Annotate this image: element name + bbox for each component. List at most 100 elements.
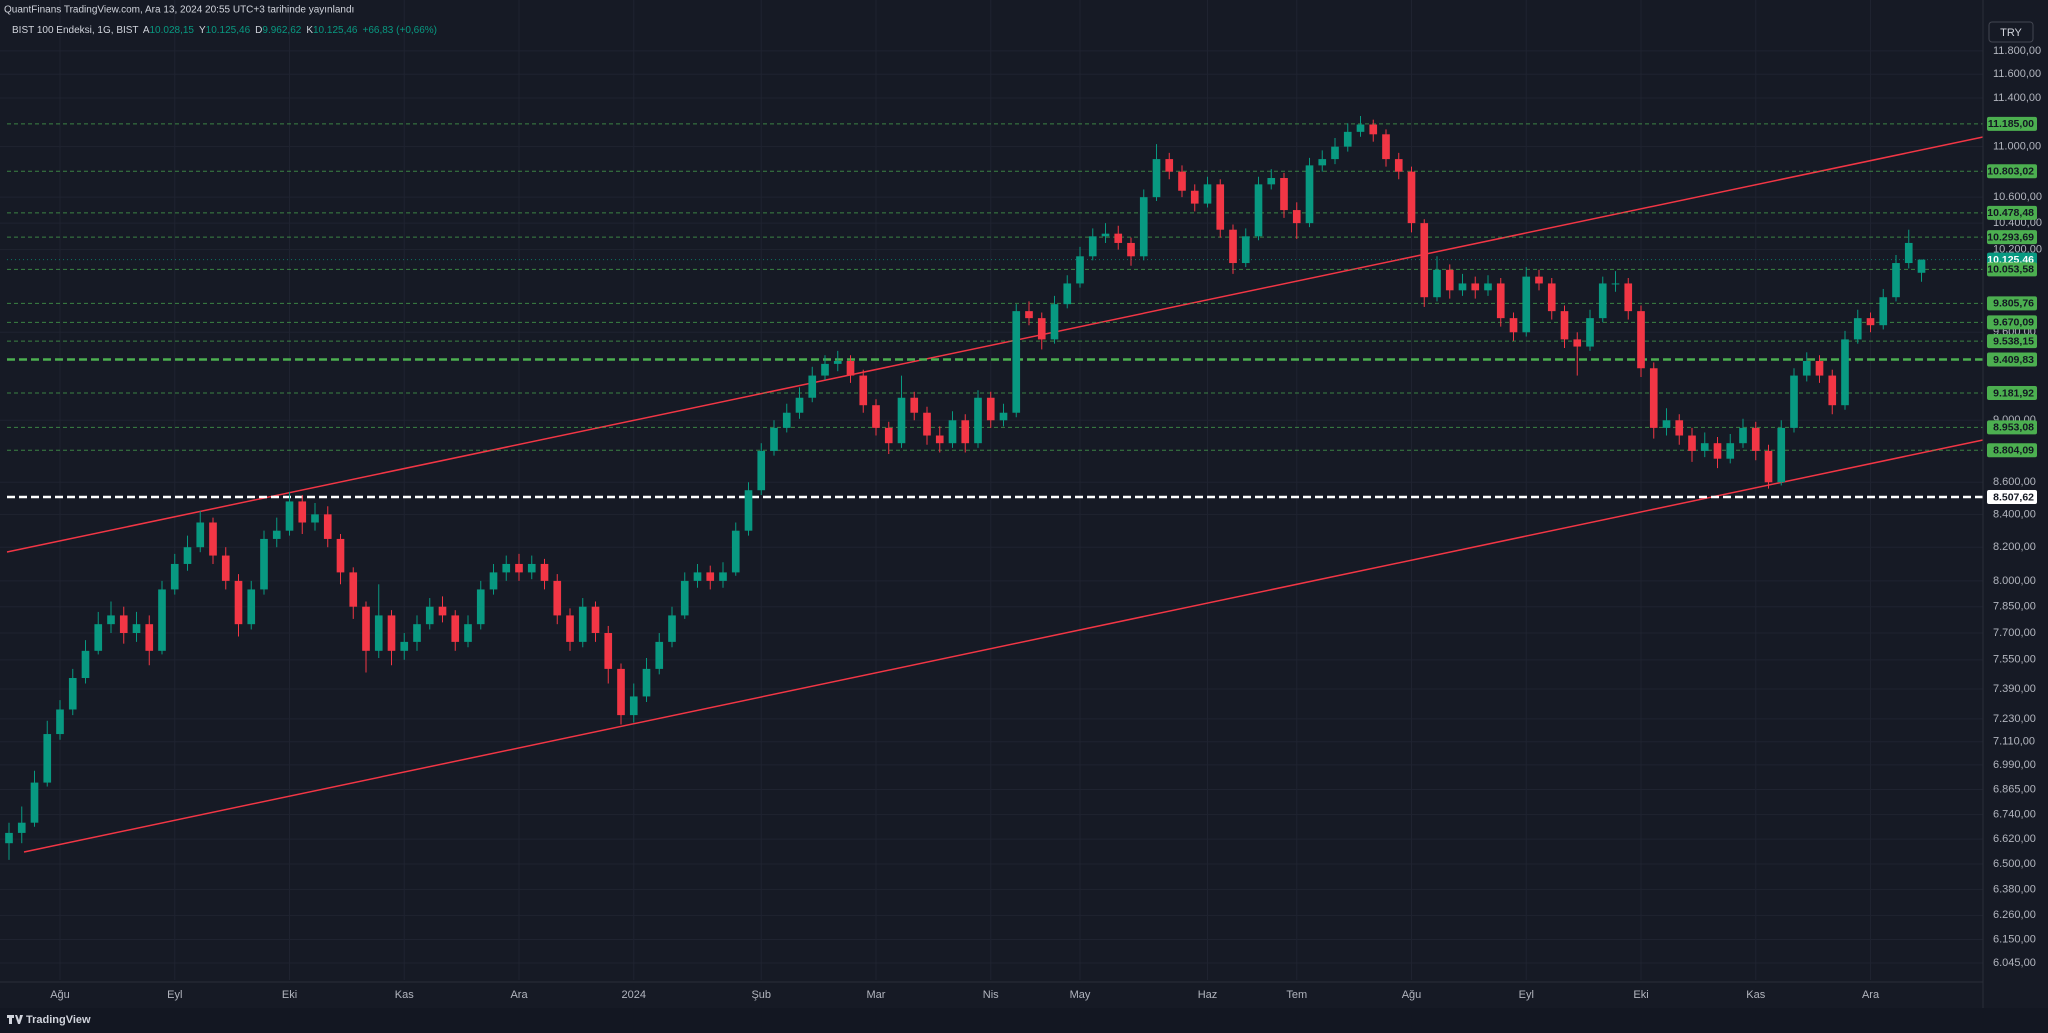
x-tick-label: Eki — [282, 989, 297, 1001]
candle-body — [1841, 339, 1849, 406]
ohlc-key: A — [143, 25, 150, 36]
x-tick-label: Kas — [1746, 989, 1765, 1001]
candle-body — [336, 538, 345, 573]
y-tick-label: 6.150,00 — [1993, 933, 2036, 945]
candle-body — [540, 563, 549, 581]
candle-body — [285, 501, 294, 531]
currency-label[interactable]: TRY — [2000, 27, 2022, 39]
candle-body — [311, 514, 319, 523]
candle-body — [1267, 177, 1276, 185]
ohlc-value: 10.028,15 — [149, 25, 194, 36]
candle-body — [910, 397, 919, 413]
candle-body — [1535, 276, 1543, 284]
candle-body — [489, 572, 498, 590]
candle-body — [1739, 427, 1747, 444]
candle-body — [655, 641, 664, 669]
candle-body — [515, 563, 523, 573]
price-level-label: 8.507,62 — [1993, 491, 2034, 503]
candle-body — [1241, 236, 1250, 264]
candle-body — [1394, 159, 1403, 172]
symbol-legend: BIST 100 Endeksi, 1G, BIST A10.028,15 Y10.… — [12, 25, 437, 36]
y-tick-label: 6.380,00 — [1993, 883, 2036, 895]
price-level-box — [1987, 385, 2037, 400]
candle-body — [132, 624, 141, 634]
currency-button[interactable] — [1988, 21, 2034, 43]
candle-body — [272, 530, 281, 539]
price-level-box — [1987, 205, 2037, 220]
price-level-box — [1987, 315, 2037, 330]
candle-body — [17, 822, 26, 833]
candle-body — [693, 572, 702, 581]
candle-body — [438, 606, 447, 616]
y-tick-label: 8.000,00 — [1993, 575, 2036, 587]
y-tick-label: 6.740,00 — [1993, 808, 2036, 820]
candle-body — [1369, 124, 1378, 135]
x-tick-label: Ağu — [50, 989, 70, 1001]
candle-body — [1101, 233, 1110, 237]
price-level-label: 9.670,09 — [1993, 317, 2034, 329]
candle-body — [846, 360, 855, 376]
candle-body — [668, 615, 676, 642]
y-tick-label: 7.550,00 — [1993, 654, 2036, 666]
candle-body — [935, 435, 944, 444]
candle-body — [706, 572, 715, 581]
candle-body — [757, 450, 766, 491]
x-tick-label: Eyl — [167, 989, 182, 1001]
candle-body — [795, 397, 804, 413]
candle-body — [1496, 283, 1505, 319]
x-tick-label: Haz — [1198, 989, 1218, 1001]
candle-body — [833, 360, 842, 364]
y-tick-label: 8.600,00 — [1993, 476, 2036, 488]
candle-body — [986, 397, 995, 421]
y-tick-label: 10.600,00 — [1993, 191, 2042, 203]
candle-body — [578, 606, 587, 642]
candle-body — [1190, 190, 1199, 204]
candle-body — [349, 572, 358, 607]
candle-body — [872, 405, 880, 428]
price-level-box — [1987, 296, 2037, 311]
candle-body — [1318, 159, 1327, 166]
candle-body — [1025, 311, 1033, 319]
ohlc-value: 10.125,46 — [206, 25, 251, 36]
candle-body — [1178, 171, 1186, 191]
y-tick-label: 7.230,00 — [1993, 713, 2036, 725]
price-level-label: 10.053,58 — [1987, 264, 2034, 276]
y-tick-label: 6.260,00 — [1993, 909, 2036, 921]
candle-body — [617, 668, 625, 716]
candle-body — [451, 615, 460, 642]
grid — [0, 0, 1983, 980]
price-level-label: 11.185,00 — [1988, 118, 2034, 130]
candle-body — [362, 606, 370, 651]
candle-body — [1407, 171, 1416, 224]
price-level-box — [1987, 262, 2037, 277]
candle-body — [1088, 236, 1097, 257]
candle-body — [782, 412, 791, 428]
candle-body — [1458, 283, 1467, 291]
candle-body — [884, 427, 893, 444]
symbol-name: BIST 100 Endeksi, 1G, BIST — [12, 25, 138, 36]
y-tick-label: 10.400,00 — [1993, 217, 2042, 229]
y-tick-label: 7.700,00 — [1993, 627, 2036, 639]
candle-body — [298, 501, 307, 523]
candle-body — [425, 606, 434, 625]
y-tick-label: 7.850,00 — [1993, 601, 2036, 613]
x-tick-label: Ağu — [1402, 989, 1422, 1001]
price-level-label: 10.478,48 — [1987, 207, 2034, 219]
candle-body — [1675, 420, 1684, 436]
candle-body — [1522, 276, 1531, 333]
candle-body — [1624, 283, 1633, 312]
candle-body — [642, 668, 651, 697]
y-tick-label: 8.200,00 — [1993, 541, 2036, 553]
candle-body — [974, 397, 982, 444]
candle-body — [1280, 177, 1288, 211]
brand-logo — [7, 1015, 23, 1024]
candle-body — [553, 580, 562, 616]
candle-body — [1050, 304, 1059, 340]
candle-body — [770, 427, 778, 451]
candle-body — [1751, 427, 1760, 451]
y-tick-label: 6.990,00 — [1993, 759, 2036, 771]
candle-body — [1790, 375, 1798, 428]
candle-body — [1471, 283, 1480, 291]
x-tick-label: Tem — [1286, 989, 1307, 1001]
candle-body — [476, 589, 485, 625]
